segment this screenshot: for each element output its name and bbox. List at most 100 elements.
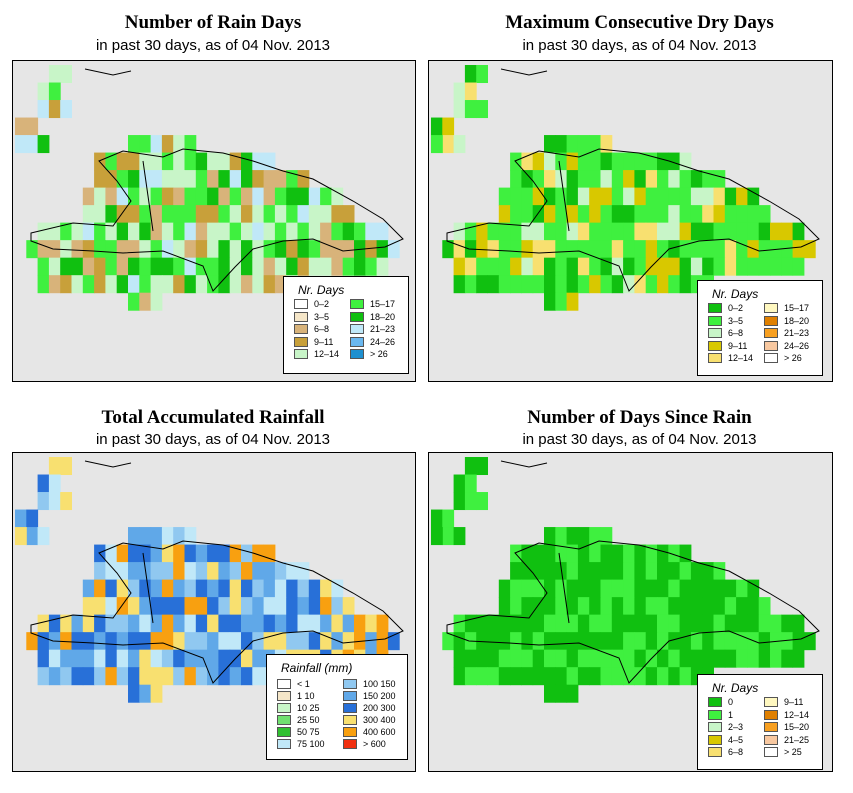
grid-cell	[320, 597, 332, 616]
grid-cell	[173, 135, 185, 154]
grid-cell	[184, 222, 197, 241]
grid-cell	[532, 667, 545, 686]
grid-cell	[577, 562, 590, 581]
legend-swatch	[708, 353, 722, 363]
grid-cell	[464, 275, 477, 294]
grid-cell	[566, 632, 579, 651]
grid-cell	[589, 632, 601, 651]
grid-cell	[207, 152, 219, 171]
grid-cell	[498, 257, 511, 276]
grid-cell	[736, 257, 748, 276]
grid-cell	[365, 632, 378, 651]
grid-cell	[645, 614, 658, 633]
grid-cell	[139, 257, 152, 276]
legend-swatch	[764, 747, 778, 757]
grid-cell	[702, 579, 714, 598]
grid-cell	[566, 597, 579, 616]
grid-cell	[71, 257, 84, 276]
panel-days-since-rain: Number of Days Since Rain in past 30 day…	[426, 396, 853, 793]
grid-cell	[589, 544, 601, 563]
grid-cell	[566, 684, 579, 703]
grid-cell	[476, 649, 488, 668]
grid-cell	[376, 257, 389, 276]
legend-swatch	[350, 299, 364, 309]
grid-cell	[229, 152, 242, 171]
grid-cell	[758, 649, 771, 668]
grid-cell	[623, 170, 635, 189]
grid-cell	[320, 632, 332, 651]
grid-cell	[600, 562, 613, 581]
grid-cell	[48, 82, 61, 101]
grid-cell	[770, 614, 782, 633]
grid-cell	[600, 632, 613, 651]
grid-cell	[342, 614, 355, 633]
legend-swatch	[350, 324, 364, 334]
grid-cell	[498, 632, 511, 651]
grid-cell	[116, 152, 129, 171]
grid-cell	[679, 579, 692, 598]
grid-cell	[218, 632, 231, 651]
grid-cell	[94, 649, 106, 668]
grid-cell	[320, 257, 332, 276]
legend-label: 9–11	[784, 697, 804, 707]
grid-cell	[195, 222, 208, 241]
grid-cell	[623, 222, 635, 241]
grid-cell	[331, 257, 344, 276]
grid-cell	[611, 152, 624, 171]
grid-cell	[241, 205, 253, 224]
grid-cell	[173, 187, 185, 206]
grid-cell	[544, 544, 556, 563]
grid-cell	[241, 579, 253, 598]
grid-cell	[320, 187, 332, 206]
grid-cell	[566, 292, 579, 311]
grid-cell	[634, 187, 647, 206]
grid-cell	[532, 240, 545, 259]
grid-cell	[758, 632, 771, 651]
grid-cell	[690, 240, 703, 259]
grid-cell	[60, 275, 72, 294]
grid-cell	[207, 544, 219, 563]
grid-cell	[645, 187, 658, 206]
grid-cell	[781, 240, 794, 259]
grid-cell	[308, 579, 321, 598]
grid-cell	[150, 562, 163, 581]
grid-cell	[218, 562, 231, 581]
grid-cell	[521, 187, 534, 206]
grid-cell	[453, 275, 466, 294]
grid-cell	[634, 632, 647, 651]
grid-cell	[82, 187, 95, 206]
grid-cell	[354, 614, 366, 633]
grid-cell	[252, 187, 265, 206]
grid-cell	[297, 257, 310, 276]
grid-cell	[544, 684, 556, 703]
grid-cell	[589, 222, 601, 241]
grid-cell	[365, 257, 378, 276]
grid-cell	[544, 187, 556, 206]
grid-cell	[37, 82, 50, 101]
grid-cell	[150, 632, 163, 651]
grid-cell	[544, 579, 556, 598]
grid-cell	[184, 135, 197, 154]
grid-cell	[184, 275, 197, 294]
grid-cell	[150, 667, 163, 686]
grid-cell	[781, 614, 794, 633]
legend-swatch	[708, 340, 722, 351]
grid-cell	[510, 170, 522, 189]
grid-cell	[521, 562, 534, 581]
grid-cell	[498, 649, 511, 668]
grid-cell	[60, 667, 72, 686]
grid-cell	[736, 222, 748, 241]
grid-cell	[600, 579, 613, 598]
legend-title: Nr. Days	[712, 681, 759, 695]
grid-cell	[566, 187, 579, 206]
grid-cell	[510, 222, 522, 241]
grid-cell	[690, 632, 703, 651]
grid-cell	[544, 205, 556, 224]
grid-cell	[724, 632, 737, 651]
grid-cell	[532, 579, 545, 598]
grid-cell	[37, 474, 50, 493]
grid-cell	[263, 275, 276, 294]
grid-cell	[645, 222, 658, 241]
grid-cell	[286, 614, 298, 633]
grid-cell	[320, 240, 332, 259]
